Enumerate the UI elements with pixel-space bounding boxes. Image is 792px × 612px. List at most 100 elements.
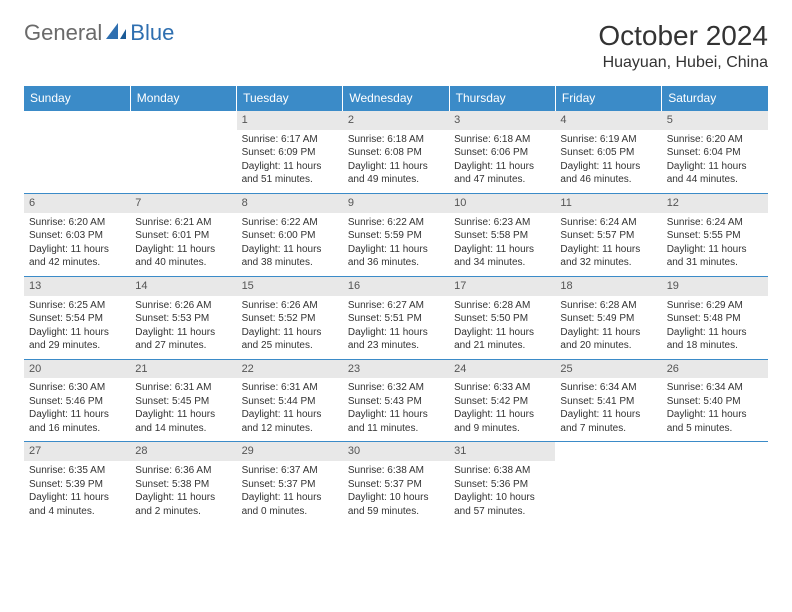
day-sunset: Sunset: 5:59 PM — [348, 229, 444, 243]
day-sunrise: Sunrise: 6:34 AM — [667, 381, 763, 395]
day-day2: and 42 minutes. — [29, 256, 125, 270]
day-body: Sunrise: 6:24 AMSunset: 5:55 PMDaylight:… — [662, 213, 768, 276]
day-sunrise: Sunrise: 6:22 AM — [242, 216, 338, 230]
day-body: Sunrise: 6:28 AMSunset: 5:49 PMDaylight:… — [555, 296, 661, 359]
day-sunrise: Sunrise: 6:35 AM — [29, 464, 125, 478]
day-cell: 10Sunrise: 6:23 AMSunset: 5:58 PMDayligh… — [449, 193, 555, 276]
day-body: Sunrise: 6:20 AMSunset: 6:03 PMDaylight:… — [24, 213, 130, 276]
weekday-header: Tuesday — [237, 86, 343, 111]
day-number: 4 — [555, 111, 661, 130]
day-cell — [130, 111, 236, 194]
day-sunset: Sunset: 6:00 PM — [242, 229, 338, 243]
day-body: Sunrise: 6:28 AMSunset: 5:50 PMDaylight:… — [449, 296, 555, 359]
day-day2: and 31 minutes. — [667, 256, 763, 270]
day-sunrise: Sunrise: 6:31 AM — [242, 381, 338, 395]
day-cell: 11Sunrise: 6:24 AMSunset: 5:57 PMDayligh… — [555, 193, 661, 276]
day-sunset: Sunset: 6:03 PM — [29, 229, 125, 243]
day-day1: Daylight: 11 hours — [29, 326, 125, 340]
day-day2: and 59 minutes. — [348, 505, 444, 519]
day-body: Sunrise: 6:38 AMSunset: 5:37 PMDaylight:… — [343, 461, 449, 524]
day-sunset: Sunset: 6:04 PM — [667, 146, 763, 160]
day-number: 31 — [449, 442, 555, 461]
day-sunset: Sunset: 6:01 PM — [135, 229, 231, 243]
day-day1: Daylight: 10 hours — [348, 491, 444, 505]
day-number: 8 — [237, 194, 343, 213]
day-day1: Daylight: 11 hours — [560, 408, 656, 422]
day-cell: 9Sunrise: 6:22 AMSunset: 5:59 PMDaylight… — [343, 193, 449, 276]
day-cell: 13Sunrise: 6:25 AMSunset: 5:54 PMDayligh… — [24, 276, 130, 359]
calendar-week-row: 1Sunrise: 6:17 AMSunset: 6:09 PMDaylight… — [24, 111, 768, 194]
day-number: 1 — [237, 111, 343, 130]
day-day2: and 51 minutes. — [242, 173, 338, 187]
day-sunrise: Sunrise: 6:34 AM — [560, 381, 656, 395]
day-day2: and 29 minutes. — [29, 339, 125, 353]
day-sunset: Sunset: 5:37 PM — [348, 478, 444, 492]
weekday-header: Friday — [555, 86, 661, 111]
day-day1: Daylight: 11 hours — [667, 243, 763, 257]
day-day1: Daylight: 11 hours — [135, 491, 231, 505]
day-body: Sunrise: 6:20 AMSunset: 6:04 PMDaylight:… — [662, 130, 768, 193]
day-number: 20 — [24, 360, 130, 379]
day-day2: and 18 minutes. — [667, 339, 763, 353]
day-sunrise: Sunrise: 6:27 AM — [348, 299, 444, 313]
day-number: 17 — [449, 277, 555, 296]
day-cell: 28Sunrise: 6:36 AMSunset: 5:38 PMDayligh… — [130, 442, 236, 524]
day-body: Sunrise: 6:32 AMSunset: 5:43 PMDaylight:… — [343, 378, 449, 441]
day-body: Sunrise: 6:36 AMSunset: 5:38 PMDaylight:… — [130, 461, 236, 524]
day-number: 28 — [130, 442, 236, 461]
logo-text-general: General — [24, 20, 102, 46]
day-number: 21 — [130, 360, 236, 379]
day-body: Sunrise: 6:33 AMSunset: 5:42 PMDaylight:… — [449, 378, 555, 441]
day-sunrise: Sunrise: 6:28 AM — [454, 299, 550, 313]
calendar-body: 1Sunrise: 6:17 AMSunset: 6:09 PMDaylight… — [24, 111, 768, 525]
day-cell: 12Sunrise: 6:24 AMSunset: 5:55 PMDayligh… — [662, 193, 768, 276]
day-body: Sunrise: 6:21 AMSunset: 6:01 PMDaylight:… — [130, 213, 236, 276]
day-day1: Daylight: 11 hours — [242, 408, 338, 422]
calendar-week-row: 27Sunrise: 6:35 AMSunset: 5:39 PMDayligh… — [24, 442, 768, 524]
day-sunset: Sunset: 5:53 PM — [135, 312, 231, 326]
calendar-week-row: 20Sunrise: 6:30 AMSunset: 5:46 PMDayligh… — [24, 359, 768, 442]
day-number: 23 — [343, 360, 449, 379]
day-cell: 23Sunrise: 6:32 AMSunset: 5:43 PMDayligh… — [343, 359, 449, 442]
day-sunset: Sunset: 5:42 PM — [454, 395, 550, 409]
day-sunset: Sunset: 5:45 PM — [135, 395, 231, 409]
day-day1: Daylight: 11 hours — [454, 408, 550, 422]
day-body: Sunrise: 6:27 AMSunset: 5:51 PMDaylight:… — [343, 296, 449, 359]
day-sunset: Sunset: 5:44 PM — [242, 395, 338, 409]
day-day1: Daylight: 11 hours — [135, 408, 231, 422]
day-body: Sunrise: 6:26 AMSunset: 5:53 PMDaylight:… — [130, 296, 236, 359]
day-number: 22 — [237, 360, 343, 379]
day-day1: Daylight: 11 hours — [667, 160, 763, 174]
day-sunrise: Sunrise: 6:23 AM — [454, 216, 550, 230]
day-sunrise: Sunrise: 6:21 AM — [135, 216, 231, 230]
day-sunset: Sunset: 5:54 PM — [29, 312, 125, 326]
day-day1: Daylight: 11 hours — [242, 160, 338, 174]
day-day2: and 11 minutes. — [348, 422, 444, 436]
day-sunset: Sunset: 5:37 PM — [242, 478, 338, 492]
day-sunset: Sunset: 5:58 PM — [454, 229, 550, 243]
day-sunset: Sunset: 5:52 PM — [242, 312, 338, 326]
day-day2: and 40 minutes. — [135, 256, 231, 270]
weekday-header: Wednesday — [343, 86, 449, 111]
day-day1: Daylight: 11 hours — [135, 326, 231, 340]
day-day2: and 38 minutes. — [242, 256, 338, 270]
day-sunrise: Sunrise: 6:19 AM — [560, 133, 656, 147]
day-sunrise: Sunrise: 6:20 AM — [29, 216, 125, 230]
day-day2: and 32 minutes. — [560, 256, 656, 270]
day-number: 10 — [449, 194, 555, 213]
day-cell — [555, 442, 661, 524]
day-number: 16 — [343, 277, 449, 296]
day-day1: Daylight: 11 hours — [348, 160, 444, 174]
day-sunset: Sunset: 5:48 PM — [667, 312, 763, 326]
day-body: Sunrise: 6:23 AMSunset: 5:58 PMDaylight:… — [449, 213, 555, 276]
day-day2: and 44 minutes. — [667, 173, 763, 187]
day-number: 25 — [555, 360, 661, 379]
weekday-header-row: Sunday Monday Tuesday Wednesday Thursday… — [24, 86, 768, 111]
day-body: Sunrise: 6:22 AMSunset: 6:00 PMDaylight:… — [237, 213, 343, 276]
day-sunset: Sunset: 5:50 PM — [454, 312, 550, 326]
day-cell: 6Sunrise: 6:20 AMSunset: 6:03 PMDaylight… — [24, 193, 130, 276]
day-body: Sunrise: 6:34 AMSunset: 5:41 PMDaylight:… — [555, 378, 661, 441]
day-sunrise: Sunrise: 6:22 AM — [348, 216, 444, 230]
day-sunset: Sunset: 5:41 PM — [560, 395, 656, 409]
day-cell: 26Sunrise: 6:34 AMSunset: 5:40 PMDayligh… — [662, 359, 768, 442]
